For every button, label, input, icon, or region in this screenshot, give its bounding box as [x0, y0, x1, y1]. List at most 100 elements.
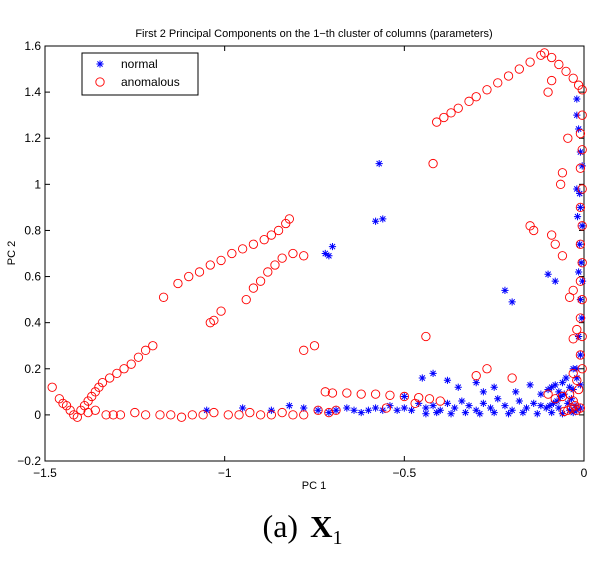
- x-tick-label: −1.5: [33, 466, 57, 480]
- data-point-normal: [96, 60, 104, 68]
- data-point-normal: [573, 95, 581, 103]
- data-point-anomalous: [130, 407, 140, 418]
- data-point-normal: [575, 268, 583, 276]
- data-point-normal: [479, 399, 487, 407]
- data-point-normal: [501, 286, 509, 294]
- data-point-anomalous: [101, 410, 111, 420]
- plot-frame: [44, 45, 585, 462]
- data-point-anomalous: [97, 377, 108, 388]
- data-point-anomalous: [547, 75, 557, 86]
- data-point-normal: [371, 404, 380, 412]
- data-point-anomalous: [577, 294, 587, 305]
- y-tick-label: 1.6: [24, 39, 41, 53]
- data-point-normal: [569, 385, 577, 394]
- data-point-anomalous: [198, 410, 208, 420]
- data-point-normal: [537, 390, 545, 398]
- data-point-anomalous: [327, 388, 338, 398]
- data-point-normal: [490, 383, 498, 391]
- data-point-normal: [537, 402, 545, 410]
- data-point-normal: [371, 217, 380, 225]
- data-point-anomalous: [342, 388, 352, 398]
- data-point-normal: [573, 111, 581, 119]
- data-point-normal: [433, 408, 441, 417]
- y-tick-label: 0.6: [24, 270, 41, 284]
- data-point-anomalous: [266, 230, 277, 240]
- data-point-normal: [501, 402, 509, 410]
- data-point-anomalous: [439, 112, 449, 123]
- data-point-anomalous: [259, 235, 269, 245]
- data-point-normal: [567, 395, 576, 403]
- data-point-normal: [443, 376, 452, 384]
- data-point-anomalous: [370, 389, 381, 399]
- data-point-anomalous: [557, 251, 568, 261]
- data-point-normal: [476, 410, 484, 418]
- data-point-anomalous: [248, 283, 259, 293]
- data-point-anomalous: [577, 184, 587, 194]
- data-point-normal: [343, 404, 351, 412]
- data-point-anomalous: [105, 373, 115, 383]
- data-point-normal: [422, 404, 430, 412]
- caption-symbol: X1: [310, 509, 342, 549]
- data-point-anomalous: [428, 158, 438, 169]
- data-point-anomalous: [133, 352, 144, 362]
- data-point-anomalous: [446, 108, 456, 118]
- data-point-anomalous: [205, 260, 215, 270]
- data-point-anomalous: [482, 85, 492, 95]
- data-point-anomalous: [281, 218, 291, 229]
- data-point-anomalous: [90, 387, 100, 397]
- data-point-anomalous: [471, 371, 481, 381]
- data-point-anomalous: [54, 394, 65, 404]
- data-point-anomalous: [255, 410, 266, 420]
- data-point-normal: [465, 402, 473, 410]
- data-point-normal: [508, 406, 516, 414]
- data-point-anomalous: [575, 239, 586, 249]
- data-point-anomalous: [554, 59, 564, 70]
- data-point-anomalous: [313, 405, 323, 415]
- data-point-anomalous: [555, 179, 566, 189]
- data-point-normal: [530, 399, 538, 407]
- data-point-anomalous: [482, 364, 492, 374]
- data-point-anomalous: [112, 368, 122, 379]
- data-point-anomalous: [399, 391, 409, 402]
- data-point-anomalous: [577, 110, 587, 120]
- data-point-anomalous: [568, 334, 578, 344]
- data-point-normal: [325, 408, 333, 417]
- data-point-normal: [472, 406, 480, 414]
- data-point-anomalous: [421, 331, 431, 342]
- data-point-anomalous: [173, 278, 183, 289]
- data-point-anomalous: [575, 128, 586, 139]
- data-point-anomalous: [577, 221, 587, 231]
- data-point-normal: [526, 381, 534, 389]
- data-point-anomalous: [543, 389, 553, 399]
- data-point-normal: [512, 388, 520, 396]
- data-point-anomalous: [166, 410, 176, 420]
- data-point-anomalous: [234, 410, 244, 420]
- data-point-anomalous: [550, 239, 560, 249]
- data-point-normal: [328, 242, 337, 251]
- data-point-anomalous: [119, 364, 129, 374]
- data-point-normal: [321, 249, 329, 258]
- data-point-normal: [515, 397, 523, 405]
- data-point-anomalous: [507, 373, 517, 383]
- data-point-anomalous: [563, 133, 573, 143]
- data-point-anomalous: [577, 85, 587, 95]
- data-point-anomalous: [299, 410, 309, 420]
- data-point-anomalous: [550, 394, 560, 404]
- y-tick-label: 1: [34, 177, 41, 191]
- data-point-anomalous: [209, 407, 219, 418]
- data-point-normal: [566, 383, 574, 391]
- data-point-anomalous: [263, 267, 273, 277]
- data-point-anomalous: [564, 292, 575, 302]
- data-point-anomalous: [61, 401, 72, 411]
- data-point-anomalous: [216, 306, 226, 316]
- data-point-anomalous: [557, 168, 568, 178]
- data-point-anomalous: [568, 396, 578, 406]
- data-point-anomalous: [216, 255, 226, 266]
- data-point-anomalous: [87, 391, 97, 402]
- data-point-anomalous: [525, 221, 535, 231]
- data-point-anomalous: [184, 271, 194, 282]
- data-point-normal: [393, 406, 401, 414]
- data-point-normal: [576, 240, 584, 248]
- data-point-normal: [472, 379, 480, 387]
- data-point-normal: [573, 213, 582, 221]
